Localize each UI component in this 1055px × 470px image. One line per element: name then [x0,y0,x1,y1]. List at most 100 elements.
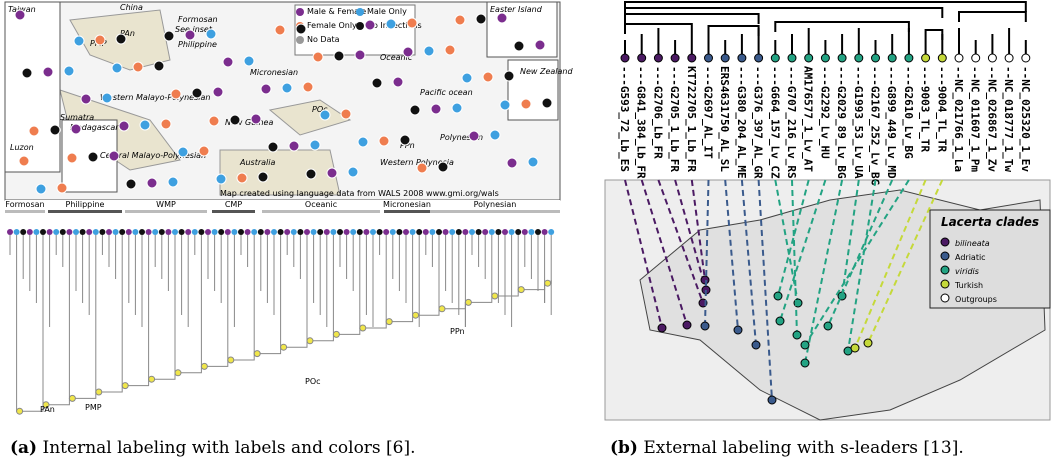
leaf-dot [357,229,363,235]
leaf-label: ---G841_384_Lb_FR [635,66,648,179]
leaf-dot [522,229,528,235]
tree-edge [709,26,759,36]
leaf-dot [139,229,145,235]
language-dot [313,52,323,62]
language-dot [29,126,39,136]
sample-dot [701,322,709,330]
leaf-dot [146,229,152,235]
map-label: Micronesian [250,68,298,77]
language-dot [206,29,216,39]
pie-node [492,293,498,299]
language-dot [365,20,375,30]
tree-node-label: POc [305,377,321,386]
leaf-dot [449,229,455,235]
language-dot [185,30,195,40]
leaf-dot [955,54,963,62]
leaf-dot [638,54,646,62]
language-dot [171,89,181,99]
language-dot [22,68,32,78]
language-dot [268,142,278,152]
pie-node [17,408,23,414]
sample-dot [774,292,782,300]
map-label: China [120,3,143,12]
language-dot [500,100,510,110]
pie-node [465,299,471,305]
language-dot [216,174,226,184]
leaf-dot [855,54,863,62]
leaf-label: ---G664_157_Lv_CZ [768,66,781,179]
leaf-dot [330,229,336,235]
leaf-dot [621,54,629,62]
language-dot [462,73,472,83]
language-dot [57,183,67,193]
language-dot [154,61,164,71]
legend-label: Adriatic [955,253,986,262]
language-dot [476,14,486,24]
leaf-dot [198,229,204,235]
leaf-dot [337,229,343,235]
sample-dot [801,359,809,367]
pie-node [96,389,102,395]
group-label: Oceanic [305,200,337,209]
caption-label: (a) [10,438,37,458]
language-dot [455,15,465,25]
map-label: Pacific ocean [420,88,473,97]
language-dot [514,41,524,51]
leaf-dot [443,229,449,235]
leaf-dot [905,54,913,62]
leaf-dot [40,229,46,235]
language-dot [452,103,462,113]
leaf-label: KT722705_1_Lb_FR [685,66,698,172]
language-dot [244,56,254,66]
leaf-label: --NC_026867_1_Zv [985,66,998,172]
legend-dot [296,8,304,16]
sample-dot [776,317,784,325]
leaf-dot [705,54,713,62]
legend-label: Turkish [954,281,983,290]
leaf-dot [469,229,475,235]
language-dot [67,153,77,163]
language-dot [410,105,420,115]
credit: Map created using language data from WAL… [220,189,499,198]
leaf-dot [805,54,813,62]
group-label: Micronesian [383,200,431,209]
leaf-label: ---G380_204_AL_ME [735,66,748,179]
leaf-dot [390,229,396,235]
group-band [5,210,45,213]
caption-text: External labeling with s-leaders [13]. [643,438,963,458]
leaf-dot [416,229,422,235]
leaf-dot [788,54,796,62]
figure: Lacerta clades TaiwanChinaFormosanSee in… [0,0,1055,466]
leaf-dot [245,229,251,235]
leaf-dot [688,54,696,62]
leaf-label: ---G2610_Lv_BG [902,66,915,159]
legend-dot [941,294,949,302]
leaf-dot [185,229,191,235]
leaf-dot [304,229,310,235]
map-label: Philippine [178,40,217,49]
language-dot [81,94,91,104]
sample-dot [734,326,742,334]
sample-dot [683,321,691,329]
tree-node-label: PMP [85,403,102,412]
tree-edge [43,315,69,405]
leaf-dot [1005,54,1013,62]
language-dot [372,78,382,88]
leaf-label: --NC_025320_1_Ev [1019,66,1032,172]
leaf-dot [192,229,198,235]
language-dot [112,63,122,73]
leaf-dot [53,229,59,235]
group-band [48,210,122,213]
leaf-dot [86,229,92,235]
leaf-dot [671,54,679,62]
leaf-dot [73,229,79,235]
pie-node [413,312,419,318]
group-label: WMP [156,200,176,209]
leaf-dot [396,229,402,235]
pie-node [69,395,75,401]
language-dot [445,45,455,55]
legend-dot [941,266,949,274]
language-dot [386,19,396,29]
leaf-dot [165,229,171,235]
leaf-dot [548,229,554,235]
